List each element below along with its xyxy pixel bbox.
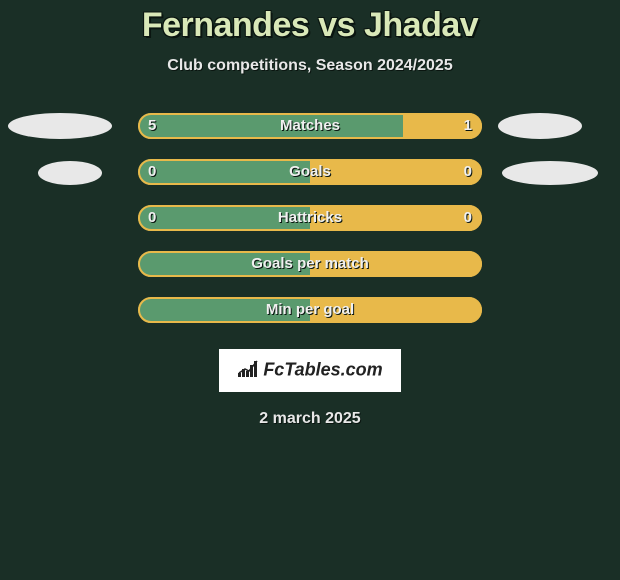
stat-bar <box>138 113 482 139</box>
stat-row: Min per goal <box>0 297 620 323</box>
stat-bar-left <box>138 113 403 139</box>
stat-bar <box>138 159 482 185</box>
stat-bar-left <box>138 205 310 231</box>
infographic-container: Fernandes vs Jhadav Club competitions, S… <box>0 0 620 428</box>
stat-bar-left <box>138 251 310 277</box>
stat-bar-right <box>310 251 482 277</box>
stat-bar <box>138 205 482 231</box>
page-subtitle: Club competitions, Season 2024/2025 <box>0 57 620 75</box>
bar-chart-icon <box>237 359 259 382</box>
footer-date: 2 march 2025 <box>0 410 620 428</box>
page-title: Fernandes vs Jhadav <box>0 0 620 45</box>
stat-bar-right <box>310 159 482 185</box>
stat-row: 0 Hattricks 0 <box>0 205 620 231</box>
stat-row: 0 Goals 0 <box>0 159 620 185</box>
stat-bar-right <box>310 205 482 231</box>
stats-area: 5 Matches 1 0 Goals 0 0 Hattricks 0 <box>0 113 620 428</box>
stat-bar <box>138 251 482 277</box>
stat-bar-left <box>138 159 310 185</box>
stat-bar-right <box>310 297 482 323</box>
stat-bar-left <box>138 297 310 323</box>
stat-row: 5 Matches 1 <box>0 113 620 139</box>
stat-bar <box>138 297 482 323</box>
watermark-badge: FcTables.com <box>219 349 400 392</box>
stat-row: Goals per match <box>0 251 620 277</box>
stat-bar-right <box>403 113 482 139</box>
watermark-text: FcTables.com <box>263 359 382 379</box>
